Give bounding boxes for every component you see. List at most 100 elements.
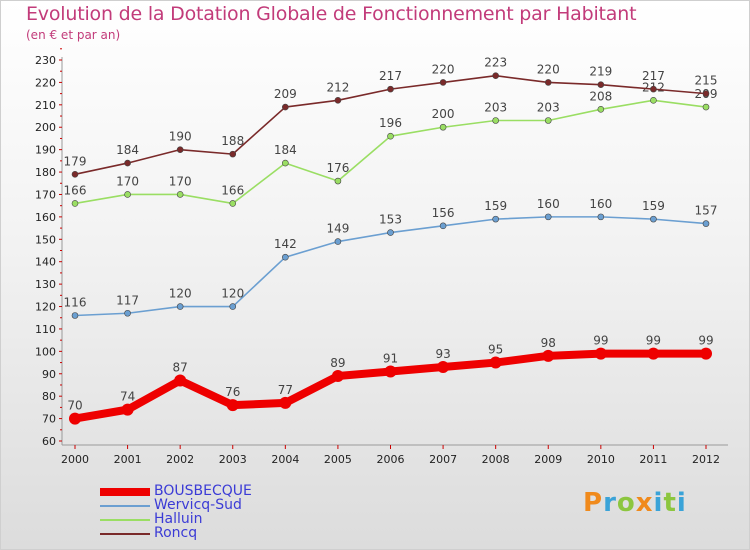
data-label-bousbecque: 99 [646, 334, 661, 348]
y-tick-label: 190 [35, 144, 56, 157]
legend-swatch [100, 533, 150, 535]
legend-swatch [100, 505, 150, 507]
data-label-wervicq-sud: 159 [484, 199, 507, 213]
data-point-roncq [282, 103, 289, 111]
data-point-wervicq-sud [702, 220, 710, 227]
data-label-roncq: 184 [116, 143, 139, 157]
data-point-roncq [176, 146, 184, 153]
data-label-halluin: 208 [589, 89, 612, 103]
data-label-halluin: 196 [379, 116, 402, 130]
data-point-bousbecque [594, 347, 607, 360]
data-label-bousbecque: 95 [488, 343, 503, 357]
data-label-bousbecque: 89 [330, 356, 345, 370]
x-tick-label: 2000 [61, 453, 89, 466]
data-point-halluin [597, 106, 605, 113]
logo-letter: t [663, 488, 677, 518]
x-tick-label: 2009 [534, 453, 562, 466]
data-point-roncq [544, 79, 552, 86]
data-label-wervicq-sud: 120 [221, 287, 244, 301]
data-point-bousbecque [700, 347, 712, 360]
y-tick-label: 120 [35, 301, 56, 314]
data-label-roncq: 188 [221, 134, 244, 148]
logo-letter: i [653, 488, 664, 518]
data-label-wervicq-sud: 120 [169, 287, 192, 301]
legend-swatch [100, 488, 150, 496]
data-point-wervicq-sud [544, 213, 552, 221]
data-point-bousbecque [647, 347, 660, 360]
data-point-halluin [282, 159, 289, 167]
data-point-wervicq-sud [334, 238, 342, 245]
data-label-bousbecque: 99 [698, 334, 713, 348]
x-tick-label: 2007 [429, 453, 457, 466]
data-point-bousbecque [331, 370, 344, 383]
data-point-roncq [650, 85, 657, 93]
logo-letter: x [635, 488, 654, 518]
x-tick-label: 2001 [114, 453, 142, 466]
data-label-halluin: 203 [537, 101, 560, 115]
data-label-wervicq-sud: 153 [379, 213, 402, 227]
data-label-roncq: 190 [169, 130, 192, 144]
data-label-bousbecque: 87 [173, 360, 188, 374]
data-label-bousbecque: 98 [541, 336, 556, 350]
x-tick-label: 2005 [324, 453, 352, 466]
data-point-bousbecque [174, 374, 187, 387]
legend-label: Wervicq-Sud [154, 497, 242, 513]
data-label-bousbecque: 74 [120, 390, 135, 404]
data-label-halluin: 170 [116, 174, 139, 188]
data-label-wervicq-sud: 157 [695, 204, 718, 218]
data-point-wervicq-sud [597, 213, 605, 221]
y-tick-label: 160 [35, 211, 56, 224]
data-label-wervicq-sud: 116 [64, 295, 87, 309]
data-point-halluin [71, 200, 79, 207]
logo-letter: P [583, 488, 604, 518]
data-label-halluin: 176 [326, 161, 349, 175]
data-label-bousbecque: 93 [435, 347, 450, 361]
chart-subtitle: (en € et par an) [26, 28, 121, 42]
data-label-roncq: 215 [695, 74, 718, 88]
data-point-roncq [597, 81, 605, 88]
x-tick-label: 2004 [271, 453, 299, 466]
x-tick-label: 2012 [692, 453, 720, 466]
data-label-roncq: 223 [484, 56, 507, 70]
data-point-bousbecque [384, 365, 397, 378]
legend-label: Roncq [154, 525, 198, 541]
y-tick-label: 100 [35, 345, 56, 358]
data-label-bousbecque: 77 [278, 383, 293, 397]
data-label-roncq: 209 [274, 87, 297, 101]
y-tick-label: 140 [35, 256, 56, 269]
data-point-wervicq-sud [176, 303, 184, 310]
data-point-bousbecque [69, 412, 81, 425]
data-label-halluin: 166 [221, 183, 244, 197]
data-point-halluin [439, 123, 447, 131]
logo-letter: o [616, 488, 636, 518]
data-label-wervicq-sud: 117 [116, 293, 139, 307]
data-label-wervicq-sud: 160 [537, 197, 560, 211]
data-point-bousbecque [226, 399, 239, 412]
data-point-wervicq-sud [492, 215, 499, 223]
x-tick-label: 2002 [166, 453, 194, 466]
data-point-wervicq-sud [71, 312, 79, 319]
data-point-halluin [492, 117, 499, 124]
data-label-roncq: 217 [379, 69, 402, 83]
data-point-halluin [229, 200, 237, 207]
data-label-roncq: 212 [326, 80, 349, 94]
data-label-roncq: 220 [537, 62, 560, 76]
y-tick-label: 180 [35, 166, 56, 179]
data-label-wervicq-sud: 142 [274, 237, 297, 251]
data-label-roncq: 220 [432, 62, 455, 76]
data-point-bousbecque [279, 396, 292, 409]
y-tick-label: 130 [35, 278, 56, 291]
x-tick-label: 2008 [482, 453, 510, 466]
x-tick-label: 2010 [587, 453, 615, 466]
data-label-bousbecque: 76 [225, 385, 240, 399]
data-point-halluin [387, 132, 394, 140]
data-label-bousbecque: 91 [383, 352, 398, 366]
legend-label: BOUSBECQUE [154, 483, 252, 499]
data-label-wervicq-sud: 149 [326, 222, 349, 236]
logo-letter: i [676, 488, 687, 518]
data-label-wervicq-sud: 160 [589, 197, 612, 211]
y-tick-label: 110 [35, 323, 56, 336]
y-tick-label: 170 [35, 188, 56, 201]
data-point-wervicq-sud [124, 309, 131, 317]
